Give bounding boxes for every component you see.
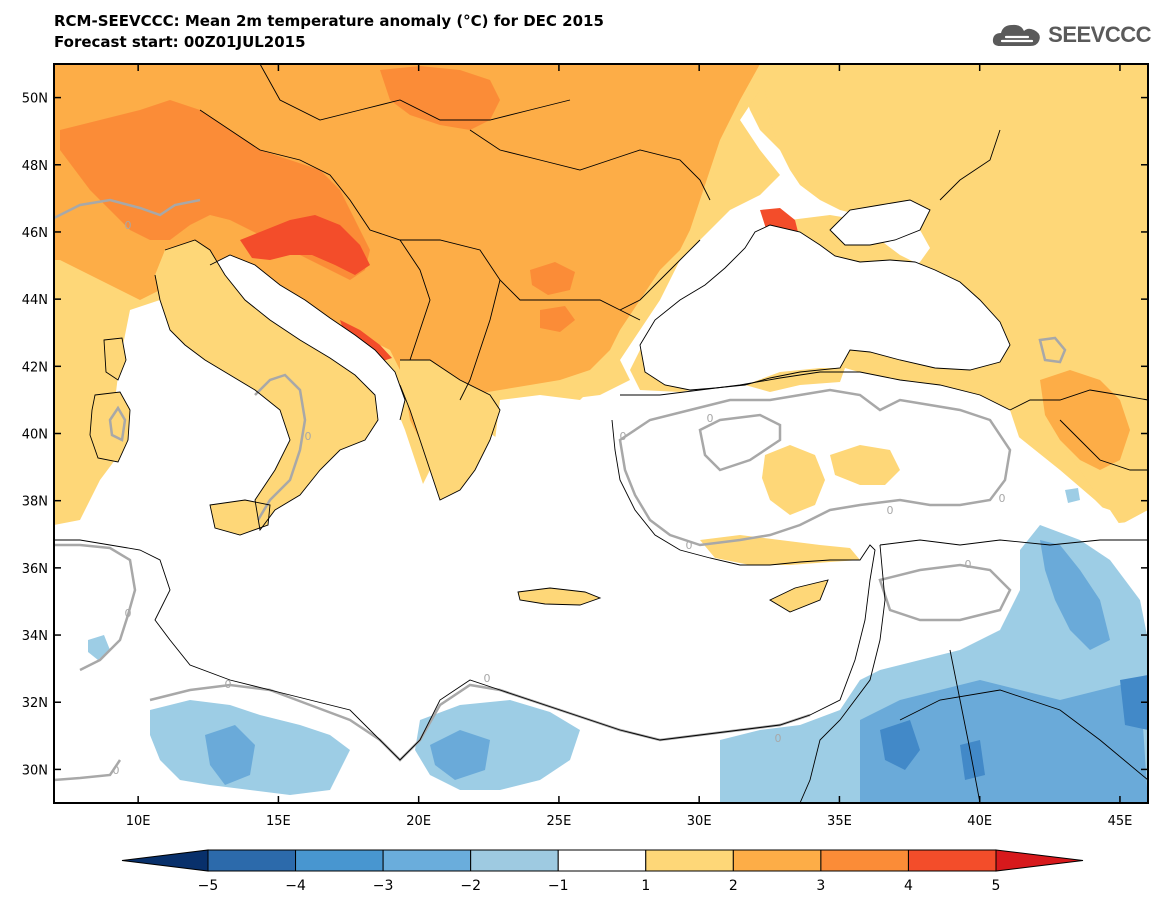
latitude-tick-label: 42N	[22, 360, 48, 375]
longitude-tick-label: 20E	[406, 814, 431, 829]
anomaly-level-3-bulgaria	[540, 306, 575, 332]
cool-anomaly-level-3	[880, 675, 1148, 780]
cool-anomaly-blob-east	[1065, 488, 1080, 503]
sicily-land	[210, 500, 270, 535]
colorbar-box	[645, 849, 734, 872]
latitude-tick-label: 44N	[22, 293, 48, 308]
forecast-start-label: Forecast start: 00Z01JUL2015	[54, 33, 306, 51]
greece-land	[400, 360, 500, 500]
longitude-tick-label: 10E	[126, 814, 151, 829]
contour-label: 0	[305, 430, 312, 443]
contour-label: 0	[125, 607, 132, 620]
contour-label: 0	[484, 672, 491, 685]
tyrrhenian-sea	[115, 300, 285, 500]
coastlines-and-borders	[54, 64, 1148, 803]
latitude-tick-label: 38N	[22, 495, 48, 510]
colorbar-label: −2	[460, 878, 481, 894]
colorbar-min-extension	[121, 849, 209, 872]
longitude-tick-label: 45E	[1108, 814, 1133, 829]
colorbar-box	[907, 849, 997, 872]
turkey-central-warm-1	[762, 445, 825, 515]
contour-label: 0	[965, 558, 972, 571]
mediterranean-sea	[54, 270, 875, 760]
colorbar-max-extension	[995, 849, 1084, 872]
colorbar-label: 1	[641, 878, 650, 894]
turkey-central-warm-2	[830, 445, 900, 485]
latitude-tick-label: 34N	[22, 629, 48, 644]
map-title: RCM-SEEVCCC: Mean 2m temperature anomaly…	[54, 12, 604, 30]
colorbar-label: 4	[904, 878, 913, 894]
contour-label: 0	[999, 492, 1006, 505]
colorbar-box	[207, 849, 297, 872]
corsica-land	[104, 338, 126, 380]
colorbar-box	[732, 849, 822, 872]
anomaly-level-4-croatia	[240, 215, 370, 275]
latitude-tick-label: 32N	[22, 696, 48, 711]
contour-label: 0	[707, 412, 714, 425]
seevccc-logo: SEEVCCC	[992, 22, 1151, 48]
colorbar-label: 5	[992, 878, 1001, 894]
colorbar: −5 −4 −3 −2 −1 1 2 3 4 5	[121, 849, 1084, 894]
latitude-tick-label: 30N	[22, 763, 48, 778]
contour-label: 0	[225, 678, 232, 691]
colorbar-label: 3	[816, 878, 825, 894]
colorbar-label: −1	[548, 878, 569, 894]
longitude-tick-label: 30E	[687, 814, 712, 829]
latitude-axis: 50N 48N 46N 44N 42N 40N 38N 36N 34N 32N 30N	[22, 92, 1148, 778]
anomaly-level-2-caucasus	[1040, 370, 1130, 470]
anomaly-level-4-coast	[340, 320, 392, 362]
crete-land	[518, 588, 600, 605]
latitude-tick-label: 46N	[22, 226, 48, 241]
cloud-icon	[993, 24, 1040, 46]
colorbar-box	[382, 849, 472, 872]
colorbar-label: −5	[198, 878, 219, 894]
contour-label: 0	[686, 539, 693, 552]
contour-label: 0	[775, 732, 782, 745]
map-area: 0 0 0 0 0 0 0 0 0 0 0 0 0	[54, 64, 1148, 803]
colorbar-label: −3	[373, 878, 394, 894]
colorbar-box	[295, 849, 384, 872]
turkey-coast-warm	[700, 535, 860, 565]
contour-label: 0	[113, 764, 120, 777]
latitude-tick-label: 36N	[22, 562, 48, 577]
colorbar-label: 2	[729, 878, 738, 894]
latitude-tick-label: 40N	[22, 428, 48, 443]
black-sea	[640, 225, 1010, 390]
black-sea-south-coast-warm	[745, 368, 845, 392]
sea-of-azov	[830, 200, 930, 245]
cyprus-land	[770, 580, 828, 612]
longitude-axis: 10E 15E 20E 25E 30E 35E 40E 45E	[126, 64, 1133, 829]
colorbar-box	[820, 849, 909, 872]
longitude-tick-label: 15E	[266, 814, 291, 829]
logo-text: SEEVCCC	[1048, 22, 1151, 47]
anomaly-level-3-czech	[380, 66, 500, 130]
longitude-tick-label: 35E	[827, 814, 852, 829]
anomaly-level-3-serbia	[530, 262, 575, 295]
colorbar-label: −4	[285, 878, 306, 894]
latitude-tick-label: 50N	[22, 92, 48, 107]
contour-label: 0	[887, 504, 894, 517]
contour-label: 0	[125, 219, 132, 232]
colorbar-box	[557, 849, 647, 872]
contour-labels: 0 0 0 0 0 0 0 0 0 0 0 0 0	[113, 219, 1006, 777]
colorbar-box	[470, 849, 559, 872]
latitude-tick-label: 48N	[22, 159, 48, 174]
zero-contours	[54, 198, 1067, 782]
contour-label: 0	[620, 430, 627, 443]
longitude-tick-label: 25E	[547, 814, 572, 829]
longitude-tick-label: 40E	[967, 814, 992, 829]
